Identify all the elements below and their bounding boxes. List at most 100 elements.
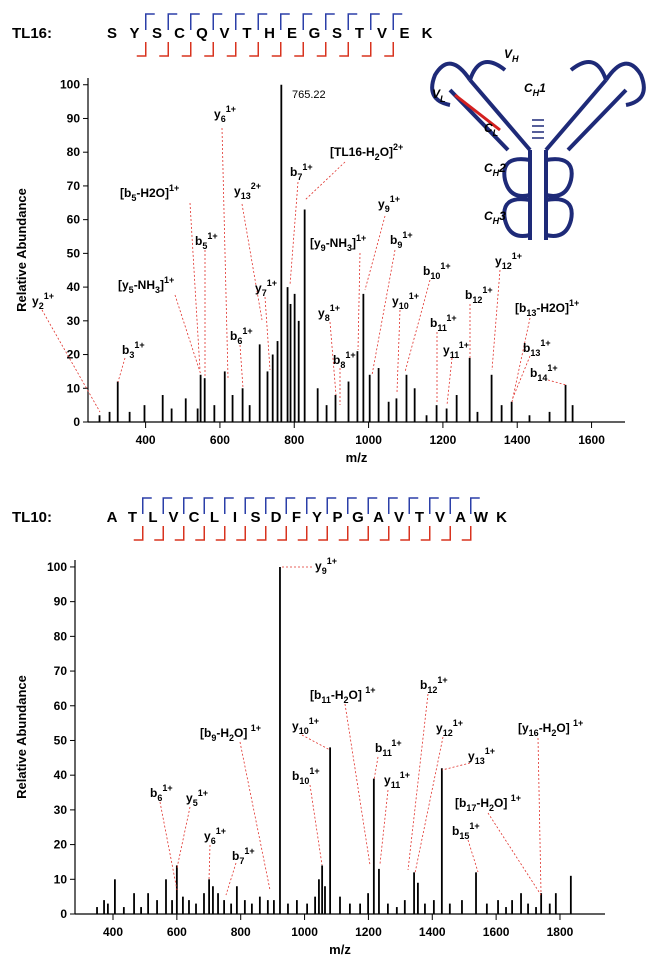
label-part: 6 xyxy=(157,793,162,803)
ion-label: y51+ xyxy=(186,788,208,808)
y-tick-label: 40 xyxy=(67,280,81,294)
label-part: y xyxy=(443,343,450,357)
b-ion-bracket xyxy=(224,497,234,514)
residue: G xyxy=(309,25,321,42)
label-part: 1+ xyxy=(164,275,174,285)
label-part: y xyxy=(32,294,39,308)
inset-label: CH2 xyxy=(484,161,506,178)
label-part: H xyxy=(533,88,540,98)
label-part: 12 xyxy=(427,685,437,695)
y-tick-label: 80 xyxy=(67,145,81,159)
ion-label: y61+ xyxy=(214,104,236,124)
y-tick-label: 60 xyxy=(67,213,81,227)
residue: S xyxy=(107,25,117,42)
label-part: 3 xyxy=(499,209,506,223)
label-part: 8 xyxy=(325,313,330,323)
label-part: 1+ xyxy=(330,303,340,313)
leader-line xyxy=(537,737,542,894)
inset-label: CH3 xyxy=(484,209,506,226)
leader-line xyxy=(467,839,479,873)
peak-mz-label: 765.22 xyxy=(292,89,326,101)
label-part: -H xyxy=(476,796,489,810)
sequence-label: TL10: xyxy=(12,509,52,526)
residue: E xyxy=(399,25,409,42)
label-part: y xyxy=(204,829,211,843)
ion-label: b101+ xyxy=(292,766,320,786)
leader-line xyxy=(364,215,386,291)
y-ion-bracket xyxy=(215,526,226,541)
antibody-highlight xyxy=(454,93,501,132)
leader-line xyxy=(41,309,101,413)
label-part: 5 xyxy=(129,285,134,295)
ion-label: y101+ xyxy=(292,716,319,736)
y-ion-bracket xyxy=(294,42,304,57)
residue: G xyxy=(352,509,364,526)
residue: V xyxy=(219,25,229,42)
residue: T xyxy=(415,509,424,526)
ion-label: [y16-H2O] 1+ xyxy=(518,718,583,738)
residue: C xyxy=(174,25,185,42)
label-part: H xyxy=(493,168,500,178)
residue: P xyxy=(332,509,342,526)
residue: V xyxy=(377,25,387,42)
leader-line xyxy=(241,203,263,321)
leader-line xyxy=(208,844,211,881)
x-tick-label: 1600 xyxy=(483,925,510,939)
label-part: ] xyxy=(352,236,356,250)
y-ion-bracket xyxy=(318,526,328,541)
ion-label: b81+ xyxy=(333,350,356,370)
y-tick-label: 0 xyxy=(60,907,67,921)
label-part: C xyxy=(524,81,533,95)
leader-line xyxy=(301,734,331,751)
label-part: 1+ xyxy=(402,230,412,240)
ion-label: [TL16-H2O]2+ xyxy=(330,142,403,162)
label-part: -H2O] xyxy=(536,301,569,315)
label-part: 9 xyxy=(385,204,390,214)
label-part: 3 xyxy=(155,285,160,295)
label-part: H xyxy=(512,54,519,64)
x-tick-label: 1200 xyxy=(430,433,457,447)
ion-label: [y5-NH3]1+ xyxy=(118,275,174,295)
label-part: 16 xyxy=(529,728,539,738)
label-part: L xyxy=(440,94,446,104)
y-tick-label: 100 xyxy=(47,560,67,574)
label-part: 13 xyxy=(241,191,251,201)
label-part: 1+ xyxy=(309,716,319,726)
label-part: 5 xyxy=(193,798,198,808)
b-ion-bracket xyxy=(142,497,152,514)
label-part: 1+ xyxy=(446,313,456,323)
b-ion-bracket xyxy=(280,13,290,30)
label-part: 17 xyxy=(466,803,476,813)
y-tick-label: 90 xyxy=(67,111,81,125)
leader-line xyxy=(239,741,271,891)
leader-line xyxy=(264,296,271,371)
label-part: 1+ xyxy=(44,291,54,301)
label-part: 1+ xyxy=(345,350,355,360)
residue: V xyxy=(394,509,404,526)
x-tick-label: 1400 xyxy=(504,433,531,447)
leader-line xyxy=(309,784,323,866)
label-part: 1+ xyxy=(459,340,469,350)
label-part: 1+ xyxy=(242,326,252,336)
residue: T xyxy=(242,25,251,42)
label-part: C xyxy=(484,209,493,223)
b-ion-bracket xyxy=(190,13,200,30)
leader-line xyxy=(547,379,567,386)
label-part: b xyxy=(430,316,437,330)
label-part: [y xyxy=(310,236,321,250)
y-tick-label: 10 xyxy=(54,872,68,886)
residue: I xyxy=(233,509,237,526)
y-axis-title: Relative Abundance xyxy=(14,675,29,799)
label-part: O] xyxy=(494,796,511,810)
ion-label: [b11-H2O] 1+ xyxy=(310,685,375,705)
label-part: V xyxy=(504,47,513,61)
inset-label: CH1 xyxy=(524,81,546,98)
b-ion-bracket xyxy=(257,13,268,30)
ion-label: [b9-H2O] 1+ xyxy=(200,723,261,743)
b-ion-bracket xyxy=(370,13,380,30)
b-ion-bracket xyxy=(325,13,335,30)
y-ion-bracket xyxy=(359,526,369,541)
label-part: 2 xyxy=(344,695,349,705)
label-part: 1+ xyxy=(226,104,236,114)
residue: E xyxy=(287,25,297,42)
